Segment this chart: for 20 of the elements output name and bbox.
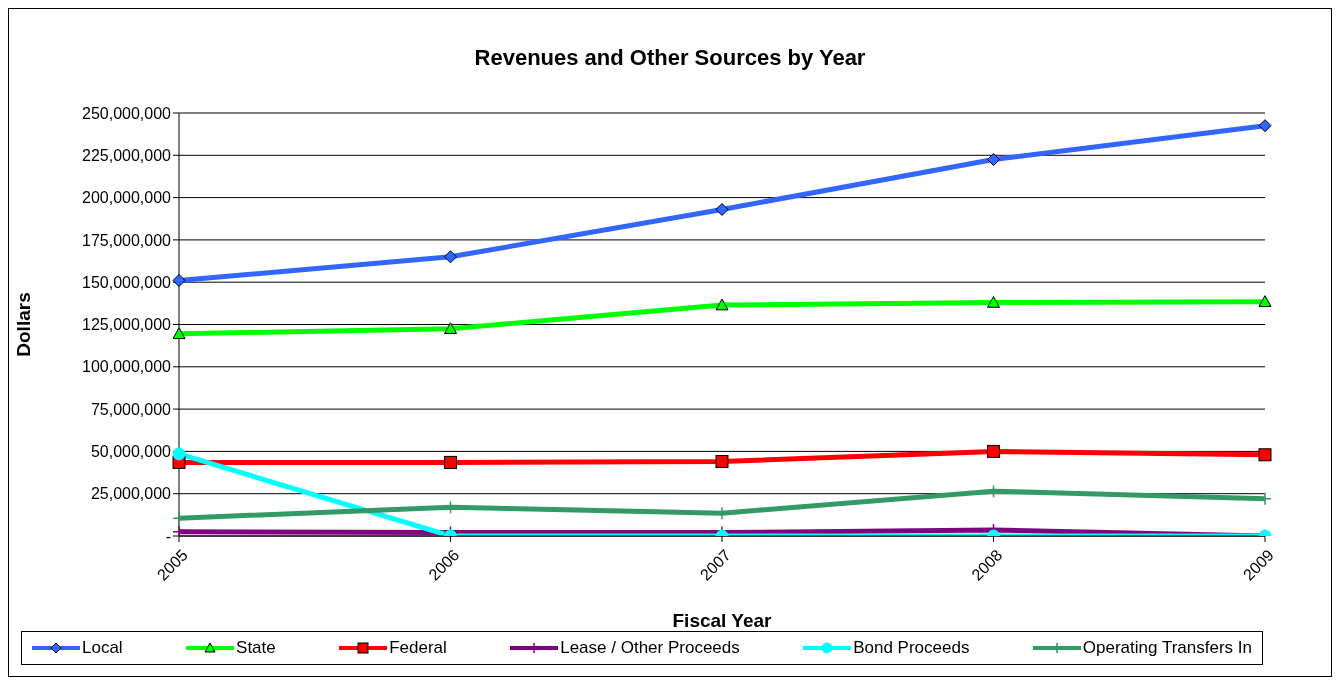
y-axis-title: Dollars [12,292,34,357]
y-tick-label: 250,000,000 [82,104,172,122]
y-tick-label: 50,000,000 [90,443,172,461]
x-axis-title: Fiscal Year [672,610,773,631]
y-tick-label: 150,000,000 [82,273,172,291]
y-tick-label: 175,000,000 [82,231,172,249]
chart-title: Revenues and Other Sources by Year [473,45,867,72]
legend-label: Lease / Other Proceeds [559,638,740,658]
y-tick-label: 100,000,000 [82,358,172,376]
legend-label: Operating Transfers In [1081,638,1252,658]
y-tick-label: 125,000,000 [82,316,172,334]
y-tick-label: 75,000,000 [90,400,172,418]
legend-label: State [235,638,276,658]
y-tick-label: 225,000,000 [82,146,172,164]
legend-label: Federal [388,638,447,658]
y-tick-label: 200,000,000 [82,189,172,207]
legend-label: Local [81,638,123,658]
y-tick-label: 25,000,000 [90,485,172,503]
legend-label: Bond Proceeds [852,638,970,658]
y-tick-label: - [165,527,171,545]
